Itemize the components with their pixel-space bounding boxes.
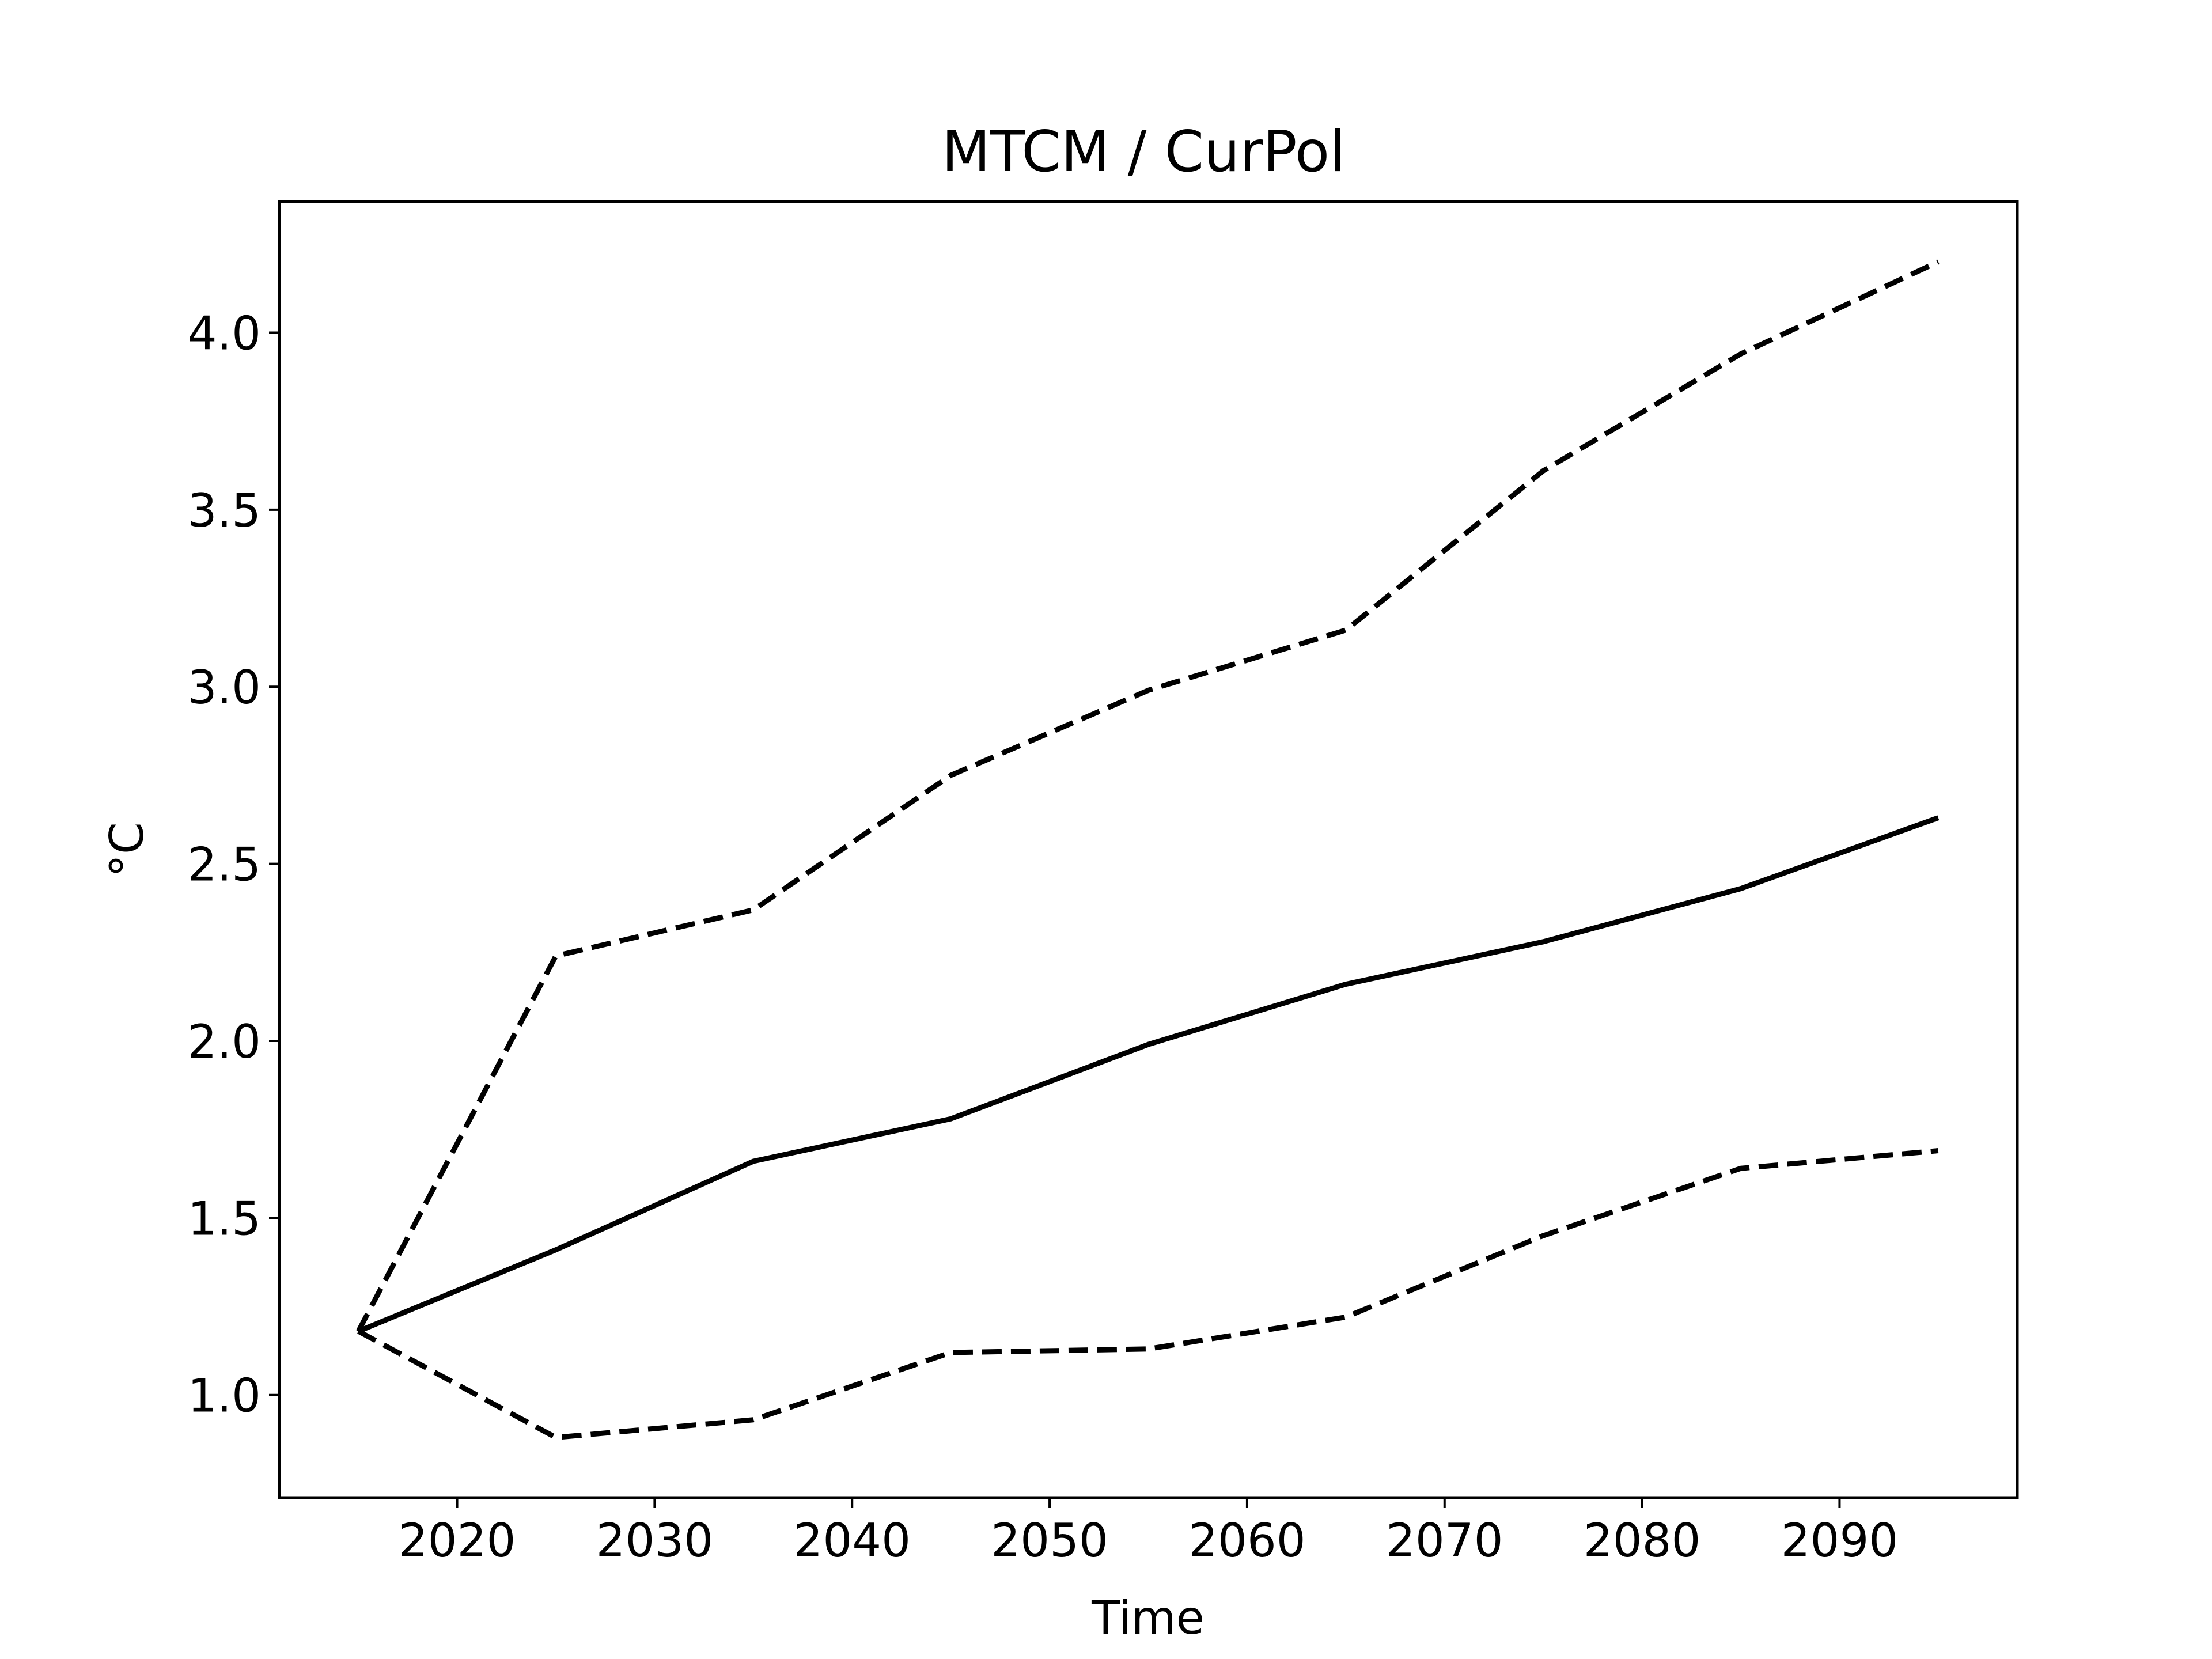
x-tick-label: 2040: [793, 1514, 911, 1567]
y-tick-label: 3.0: [188, 661, 261, 714]
chart-title: MTCM / CurPol: [942, 119, 1346, 185]
y-tick-label: 4.0: [188, 306, 261, 360]
x-tick-label: 2030: [596, 1514, 714, 1567]
plot-frame: [278, 200, 2019, 1499]
x-tick-label: 2020: [399, 1514, 516, 1567]
y-tick-label: 2.5: [188, 838, 261, 892]
y-tick-label: 3.5: [188, 484, 261, 537]
y-tick-label: 1.0: [188, 1369, 261, 1423]
x-tick-label: 2070: [1386, 1514, 1503, 1567]
y-axis-label: °C: [100, 822, 154, 877]
x-tick-label: 2060: [1188, 1514, 1306, 1567]
y-axis: 1.0 1.5 2.0 2.5 3.0 3.5 4.0: [188, 306, 279, 1423]
series-line-1: [357, 815, 1940, 1334]
series-layer: [356, 259, 1940, 1440]
y-tick-label: 1.5: [188, 1192, 261, 1245]
y-tick-label: 2.0: [188, 1015, 261, 1069]
x-tick-label: 2050: [991, 1514, 1108, 1567]
x-axis-label: Time: [1091, 1591, 1205, 1645]
x-tick-label: 2090: [1781, 1514, 1899, 1567]
series-line-3: [357, 1148, 1939, 1440]
series-line-2: [356, 259, 1940, 1333]
x-tick-label: 2080: [1584, 1514, 1701, 1567]
x-axis: 2020 2030 2040 2050 2060 2070 2080 2090: [399, 1498, 1898, 1567]
